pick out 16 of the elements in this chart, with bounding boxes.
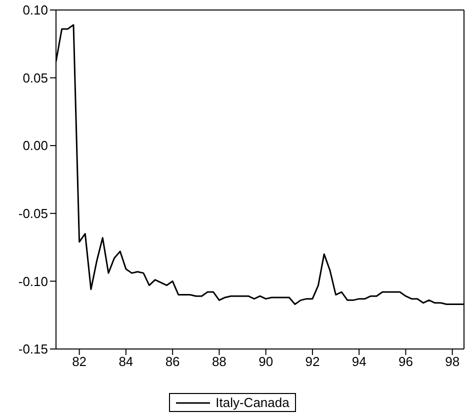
x-tick-label: 86 (165, 354, 180, 370)
y-tick-label: 0.00 (22, 138, 48, 154)
x-tick-label: 88 (212, 354, 226, 370)
y-tick-label: -0.05 (18, 206, 48, 222)
y-tick-label: 0.05 (22, 70, 48, 86)
x-tick-label: 84 (118, 354, 134, 370)
x-tick-label: 98 (445, 354, 460, 370)
legend-label: Italy-Canada (216, 395, 290, 410)
x-tick-label: 90 (258, 354, 274, 370)
y-tick-label: 0.10 (22, 2, 48, 18)
x-tick-label: 96 (398, 354, 413, 370)
x-tick-label: 94 (352, 354, 366, 370)
y-tick-label: -0.10 (18, 274, 48, 289)
x-tick-label: 92 (305, 354, 320, 370)
x-tick-label: 82 (72, 354, 87, 370)
y-tick-label: -0.15 (18, 342, 48, 357)
